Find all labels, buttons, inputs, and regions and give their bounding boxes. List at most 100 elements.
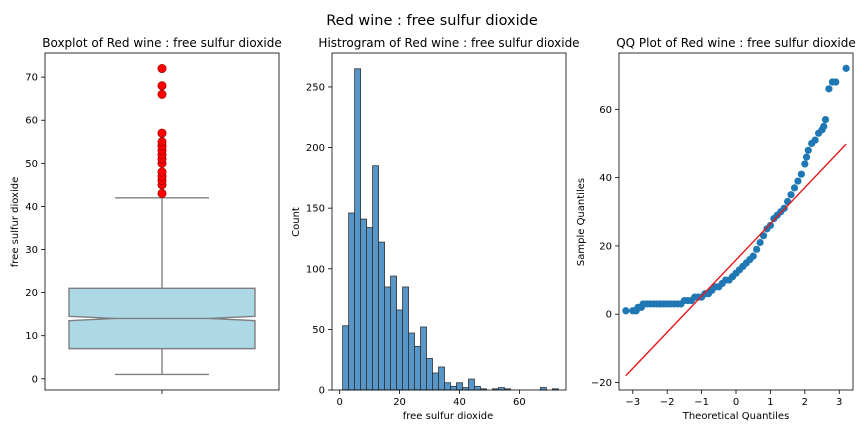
histogram-title: Histrogram of Red wine : free sulfur dio… bbox=[318, 36, 579, 50]
qqplot-panel: QQ Plot of Red wine : free sulfur dioxid… bbox=[576, 36, 856, 422]
qq-point bbox=[804, 146, 812, 154]
histogram-bar bbox=[396, 309, 403, 391]
y-tick-label: 60 bbox=[599, 105, 612, 116]
histogram-bar bbox=[426, 358, 433, 391]
histogram-bar bbox=[474, 385, 481, 391]
histogram-bar bbox=[414, 345, 421, 391]
qq-point bbox=[802, 153, 811, 161]
y-tick-label: 20 bbox=[25, 288, 38, 299]
y-tick-label: −20 bbox=[591, 378, 612, 389]
y-tick-label: 40 bbox=[599, 173, 612, 184]
boxplot-marks bbox=[68, 64, 256, 376]
qq-point bbox=[825, 85, 833, 93]
boxplot-panel: Boxplot of Red wine : free sulfur dioxid… bbox=[10, 36, 282, 394]
y-tick-label: 40 bbox=[25, 202, 38, 213]
x-tick-label: 2 bbox=[802, 397, 808, 408]
x-tick-label: 3 bbox=[836, 397, 842, 408]
y-tick-label: 0 bbox=[606, 310, 612, 321]
histogram-bar bbox=[408, 332, 415, 391]
y-tick-label: 30 bbox=[25, 245, 38, 256]
qq-point bbox=[794, 177, 802, 185]
histogram-bar bbox=[360, 218, 368, 391]
histogram-bar bbox=[420, 326, 427, 391]
boxplot-ylabel: free sulfur dioxide bbox=[10, 177, 21, 268]
histogram-bar bbox=[432, 372, 439, 391]
qqplot-axes: −20 0 20 40 60 −3 −2 −1 0 1 2 3 bbox=[591, 105, 843, 408]
outlier-point bbox=[157, 128, 167, 138]
y-tick-label: 50 bbox=[312, 325, 325, 336]
x-tick-label: 0 bbox=[336, 397, 342, 408]
qq-point bbox=[622, 307, 630, 315]
histogram-bars bbox=[342, 68, 559, 391]
qqplot-frame bbox=[618, 52, 854, 391]
y-tick-label: 0 bbox=[319, 386, 325, 397]
x-tick-label: 20 bbox=[393, 397, 406, 408]
y-tick-label: 0 bbox=[32, 374, 38, 385]
histogram-bar bbox=[468, 378, 475, 391]
boxplot-title: Boxplot of Red wine : free sulfur dioxid… bbox=[42, 36, 282, 50]
qq-point bbox=[797, 170, 805, 178]
qq-point bbox=[766, 221, 775, 230]
histogram-bar bbox=[438, 366, 445, 391]
y-tick-label: 200 bbox=[306, 143, 325, 154]
histogram-bar bbox=[342, 325, 350, 391]
outlier-point bbox=[157, 89, 167, 99]
boxplot-y-axis: 0 10 20 30 40 50 60 70 bbox=[25, 73, 45, 385]
histogram-bar bbox=[456, 382, 463, 391]
qq-point bbox=[811, 136, 819, 144]
y-tick-label: 100 bbox=[306, 264, 325, 275]
qqplot-xlabel: Theoretical Quantiles bbox=[682, 411, 790, 422]
histogram-bar bbox=[384, 286, 391, 391]
x-tick-label: −1 bbox=[694, 397, 709, 408]
qq-reference-line bbox=[625, 143, 847, 377]
qq-point bbox=[756, 238, 764, 247]
x-tick-label: 1 bbox=[767, 397, 773, 408]
histogram-bar bbox=[378, 241, 385, 391]
qqplot-marks bbox=[622, 64, 850, 377]
histogram-bar bbox=[444, 382, 451, 391]
qq-point bbox=[821, 115, 830, 124]
qq-point bbox=[753, 245, 761, 253]
histogram-panel: Histrogram of Red wine : free sulfur dio… bbox=[291, 36, 580, 422]
histogram-bar bbox=[390, 275, 397, 391]
x-tick-label: 60 bbox=[513, 397, 526, 408]
histogram-xlabel: free sulfur dioxide bbox=[403, 411, 494, 422]
outlier-point bbox=[157, 188, 167, 198]
histogram-axes: 0 50 100 150 200 250 0 20 40 60 bbox=[306, 82, 526, 408]
qqplot-title: QQ Plot of Red wine : free sulfur dioxid… bbox=[616, 36, 856, 50]
y-tick-label: 20 bbox=[599, 241, 612, 252]
qq-point bbox=[832, 78, 840, 86]
histogram-bar bbox=[372, 165, 379, 391]
qq-point bbox=[820, 122, 828, 131]
x-tick-label: 0 bbox=[733, 397, 739, 408]
y-tick-label: 70 bbox=[25, 73, 38, 84]
outlier-point bbox=[157, 167, 167, 177]
y-tick-label: 150 bbox=[306, 204, 325, 215]
qq-point bbox=[790, 184, 799, 192]
x-tick-label: −2 bbox=[660, 397, 675, 408]
qq-point bbox=[787, 191, 795, 199]
outlier-point bbox=[157, 137, 167, 147]
outlier-point bbox=[157, 64, 167, 74]
histogram-frame bbox=[331, 52, 567, 391]
histogram-ylabel: Count bbox=[291, 207, 302, 237]
outlier-point bbox=[157, 81, 167, 91]
qq-point bbox=[842, 64, 850, 72]
histogram-bar bbox=[348, 212, 356, 391]
y-tick-label: 50 bbox=[25, 159, 38, 170]
x-tick-label: 40 bbox=[453, 397, 466, 408]
qq-point bbox=[749, 252, 757, 260]
histogram-bar bbox=[402, 286, 409, 391]
histogram-bar bbox=[450, 385, 457, 391]
histogram-bar bbox=[366, 227, 373, 391]
x-tick-label: −3 bbox=[625, 397, 640, 408]
y-tick-label: 250 bbox=[306, 82, 325, 93]
figure-title: Red wine : free sulfur dioxide bbox=[326, 13, 538, 29]
histogram-bar bbox=[354, 68, 362, 391]
qqplot-ylabel: Sample Quantiles bbox=[576, 178, 587, 266]
y-tick-label: 60 bbox=[25, 116, 38, 127]
qq-point bbox=[784, 197, 792, 206]
qq-point bbox=[801, 160, 809, 168]
y-tick-label: 10 bbox=[25, 331, 38, 342]
